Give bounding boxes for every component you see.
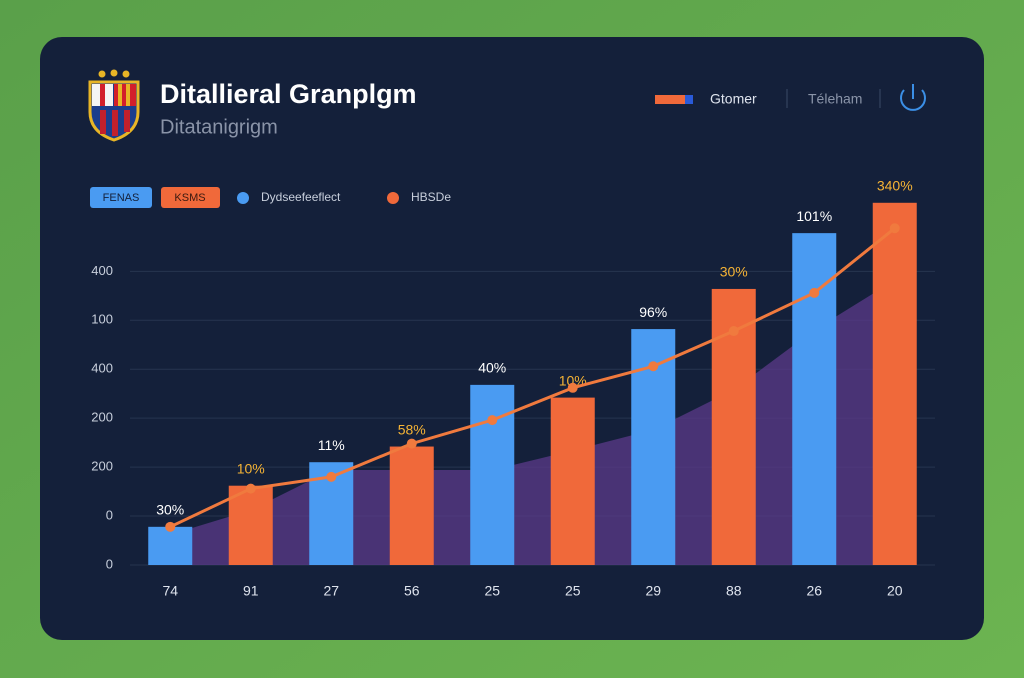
title: Ditallieral Granplgm bbox=[160, 79, 417, 109]
bar-label: 96% bbox=[639, 304, 667, 320]
filter-chip[interactable] bbox=[90, 187, 152, 208]
nav-item[interactable]: Gtomer bbox=[710, 91, 757, 107]
y-tick-label: 400 bbox=[91, 361, 113, 376]
legend-marker bbox=[237, 192, 249, 204]
y-tick-label: 400 bbox=[91, 263, 113, 278]
bar bbox=[872, 202, 917, 565]
bar bbox=[792, 233, 837, 565]
line-point bbox=[567, 382, 578, 393]
nav-item[interactable]: Téleham bbox=[808, 91, 862, 107]
x-tick-label: 25 bbox=[484, 583, 500, 599]
legend-marker bbox=[387, 192, 399, 204]
y-tick-label: 0 bbox=[106, 556, 113, 571]
line-point bbox=[889, 223, 900, 234]
x-tick-label: 88 bbox=[726, 583, 742, 599]
bar bbox=[550, 397, 595, 565]
bar-label: 30% bbox=[156, 502, 184, 518]
bar-label: 10% bbox=[559, 372, 587, 388]
filter-label[interactable]: FENAS bbox=[103, 192, 140, 204]
x-tick-label: 27 bbox=[323, 583, 339, 599]
line-point bbox=[326, 471, 337, 482]
line-point bbox=[245, 483, 256, 494]
bar bbox=[228, 485, 273, 565]
line-point bbox=[406, 438, 417, 449]
line-point bbox=[648, 361, 659, 372]
x-tick-label: 26 bbox=[806, 583, 822, 599]
y-tick-label: 200 bbox=[91, 459, 113, 474]
line-point bbox=[809, 287, 820, 298]
legend-label: Dydseefeeflect bbox=[261, 190, 341, 204]
line-point bbox=[487, 415, 498, 426]
bar bbox=[148, 526, 193, 565]
crest bbox=[88, 69, 140, 142]
x-tick-label: 56 bbox=[404, 583, 420, 599]
bar-label: 340% bbox=[877, 177, 913, 193]
x-tick-label: 25 bbox=[565, 583, 581, 599]
subtitle: Ditatanigrigm bbox=[160, 116, 278, 138]
y-tick-label: 100 bbox=[91, 312, 113, 327]
y-tick-label: 0 bbox=[106, 507, 113, 522]
line-point bbox=[165, 521, 176, 532]
bar bbox=[470, 384, 515, 565]
y-tick-label: 200 bbox=[91, 410, 113, 425]
bar bbox=[389, 446, 434, 565]
power-button[interactable] bbox=[900, 84, 926, 111]
bar-label: 10% bbox=[237, 460, 265, 476]
bar-label: 11% bbox=[318, 437, 345, 453]
x-tick-label: 20 bbox=[887, 583, 903, 599]
x-tick-label: 29 bbox=[645, 583, 661, 599]
x-tick-label: 91 bbox=[243, 583, 259, 599]
line bbox=[169, 227, 896, 529]
nav-indicator bbox=[655, 95, 685, 104]
line-point bbox=[728, 326, 739, 337]
nav-indicator bbox=[685, 95, 693, 104]
filter-chip[interactable] bbox=[161, 187, 220, 208]
filter-label[interactable]: KSMS bbox=[174, 192, 205, 204]
x-tick-label: 74 bbox=[162, 583, 178, 599]
bar-label: 58% bbox=[398, 421, 426, 437]
bar-label: 40% bbox=[478, 360, 506, 376]
bar-label: 101% bbox=[796, 208, 832, 224]
legend-label: HBSDe bbox=[411, 190, 451, 204]
bar-label: 30% bbox=[720, 264, 748, 280]
